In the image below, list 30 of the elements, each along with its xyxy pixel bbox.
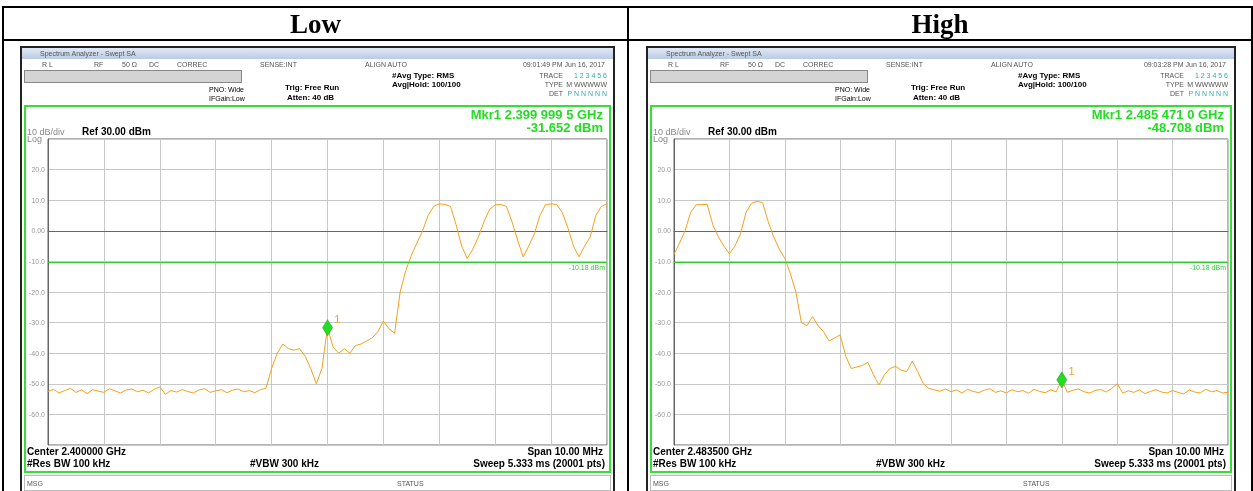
line-series [673,200,1229,395]
text: Trig: Free Run [911,83,966,92]
text: #Res BW 100 kHz [653,458,737,469]
text: Ref 30.00 dBm [708,126,777,137]
text: #VBW 300 kHz [876,458,945,469]
text: #VBW 300 kHz [250,458,319,469]
text: Sweep 5.333 ms (20001 pts) [1094,458,1226,469]
text: Center 2.400000 GHz [27,446,126,457]
text: Span 10.00 MHz [527,446,603,457]
text: Atten: 40 dB [287,93,335,102]
text: Ref 30.00 dBm [82,126,151,137]
text: Atten: 40 dB [913,93,961,102]
text: Avg|Hold: 100/100 [392,80,461,89]
text: -48.708 dBm [1147,120,1224,135]
text: #Avg Type: RMS [392,71,455,80]
annotation: 1 [334,312,341,325]
text: #Avg Type: RMS [1018,71,1081,80]
text: Sweep 5.333 ms (20001 pts) [473,458,605,469]
text: -31.652 dBm [526,120,603,135]
text: Center 2.483500 GHz [653,446,752,457]
text: #Res BW 100 kHz [27,458,111,469]
chart-title: Low [2,6,629,41]
text: Span 10.00 MHz [1148,446,1224,457]
annotation: 1 [1068,365,1075,378]
line-series [47,203,608,395]
text: Mkr1 2.485 471 0 GHz [1091,107,1224,122]
text: Avg|Hold: 100/100 [1018,80,1087,89]
text: Trig: Free Run [285,83,340,92]
chart-title: High [627,6,1253,41]
text: Mkr1 2.399 999 5 GHz [470,107,603,122]
